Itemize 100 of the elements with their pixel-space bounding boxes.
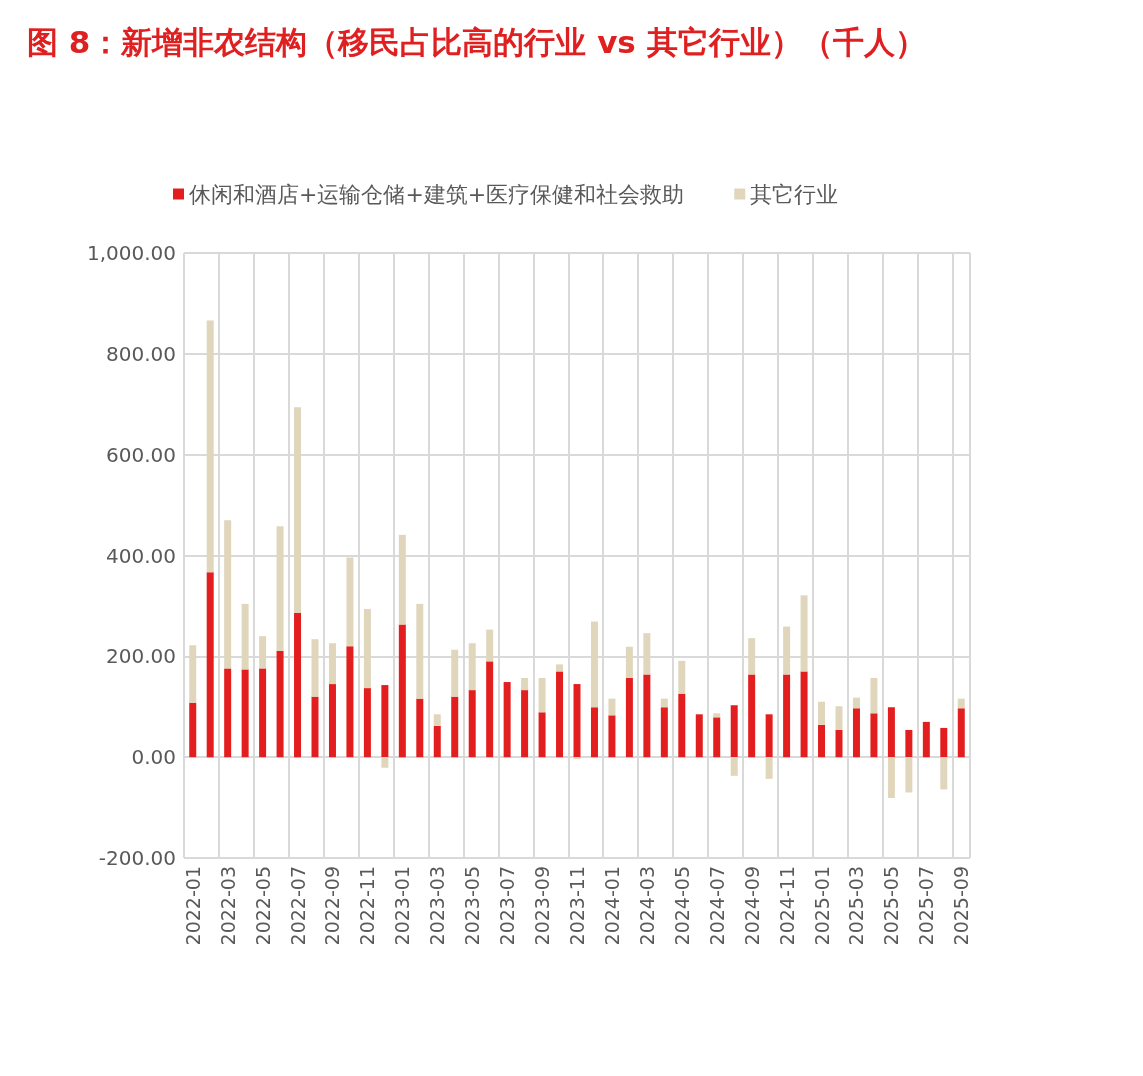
bar: [625, 646, 633, 679]
bar: [189, 702, 197, 758]
bar: [590, 707, 598, 758]
bar: [224, 520, 232, 669]
bar: [328, 684, 336, 758]
bar: [573, 757, 581, 760]
bar: [660, 698, 668, 708]
legend-label: 休闲和酒店+运输仓储+建筑+医疗保健和社会救助: [189, 181, 685, 207]
bar: [451, 649, 459, 697]
x-tick-label: 2022-09: [321, 866, 344, 946]
bar: [957, 698, 965, 709]
x-tick-label: 2025-03: [845, 866, 868, 946]
x-tick-label: 2022-05: [251, 866, 274, 946]
x-tick-label: 2025-09: [950, 866, 973, 946]
bar: [468, 643, 476, 691]
bar: [590, 621, 598, 708]
bar: [416, 698, 424, 758]
x-tick-label: 2023-09: [531, 866, 554, 946]
bar: [451, 696, 459, 758]
bar: [416, 603, 424, 699]
bar: [695, 714, 703, 758]
bar: [294, 612, 302, 758]
x-tick-label: 2024-01: [600, 866, 623, 946]
bar: [363, 688, 371, 758]
bar: [398, 534, 406, 625]
bar: [503, 682, 511, 758]
bar: [905, 729, 913, 758]
bar: [678, 693, 686, 758]
bar: [940, 727, 948, 758]
bar: [521, 690, 529, 758]
bar: [713, 717, 721, 758]
bar: [556, 671, 564, 758]
bar: [189, 645, 197, 703]
y-tick-label: 200.00: [106, 644, 176, 669]
bar: [643, 633, 651, 675]
bar: [870, 713, 878, 758]
bar: [363, 608, 371, 689]
y-tick-label: 600.00: [106, 442, 176, 467]
bar: [346, 646, 354, 758]
bar: [398, 624, 406, 758]
bar: [748, 638, 756, 675]
x-tick-label: 2023-11: [566, 866, 588, 946]
x-tick-label: 2025-05: [880, 866, 903, 946]
bar: [800, 671, 808, 758]
bar: [818, 724, 826, 758]
bar: [556, 664, 564, 672]
bar: [433, 725, 441, 758]
bar: [521, 678, 529, 691]
bar: [433, 714, 441, 726]
bar: [678, 660, 686, 694]
bar: [887, 707, 895, 758]
bar: [643, 674, 651, 758]
bar: [660, 707, 668, 758]
x-tick-label: 2024-09: [740, 866, 763, 946]
bar: [905, 757, 913, 793]
x-tick-label: 2024-05: [670, 866, 693, 946]
x-tick-label: 2023-03: [426, 866, 449, 946]
y-tick-label: 1,000.00: [86, 241, 176, 265]
bar: [259, 668, 267, 758]
x-tick-label: 2022-01: [181, 866, 204, 946]
bar: [940, 757, 948, 790]
bar: [783, 674, 791, 758]
bar: [486, 661, 494, 758]
bar: [730, 705, 738, 758]
bar: [765, 714, 773, 758]
bar: [311, 639, 319, 697]
bar: [608, 698, 616, 716]
bar: [608, 715, 616, 758]
bar: [765, 757, 773, 779]
bar: [573, 684, 581, 758]
bar: [538, 712, 546, 758]
bar: [224, 668, 232, 758]
bar: [538, 678, 546, 713]
bar: [241, 669, 249, 758]
bar: [276, 526, 284, 651]
x-tick-label: 2025-01: [810, 866, 833, 946]
x-tick-label: 2022-07: [286, 866, 309, 946]
bar: [206, 572, 214, 758]
x-tick-label: 2024-11: [775, 866, 798, 946]
bar: [241, 603, 249, 670]
bar: [294, 407, 302, 613]
x-tick-label: 2023-07: [496, 866, 519, 946]
bar: [835, 729, 843, 758]
bar: [957, 708, 965, 758]
bar: [468, 690, 476, 758]
bar: [783, 626, 791, 675]
x-tick-label: 2022-11: [356, 866, 379, 946]
x-tick-label: 2025-07: [915, 866, 938, 946]
x-tick-label: 2024-03: [635, 866, 658, 946]
bar: [625, 678, 633, 758]
y-tick-label: 400.00: [106, 543, 176, 568]
bar: [381, 685, 389, 758]
x-tick-label: 2023-01: [391, 866, 414, 946]
bar: [713, 713, 721, 718]
bar: [818, 701, 826, 725]
bar: [206, 320, 214, 573]
x-tick-label: 2022-03: [216, 866, 239, 946]
bar: [276, 650, 284, 758]
chart-title: 图 8：新增非农结构（移民占比高的行业 vs 其它行业）（千人）: [27, 24, 926, 60]
bar: [748, 674, 756, 758]
